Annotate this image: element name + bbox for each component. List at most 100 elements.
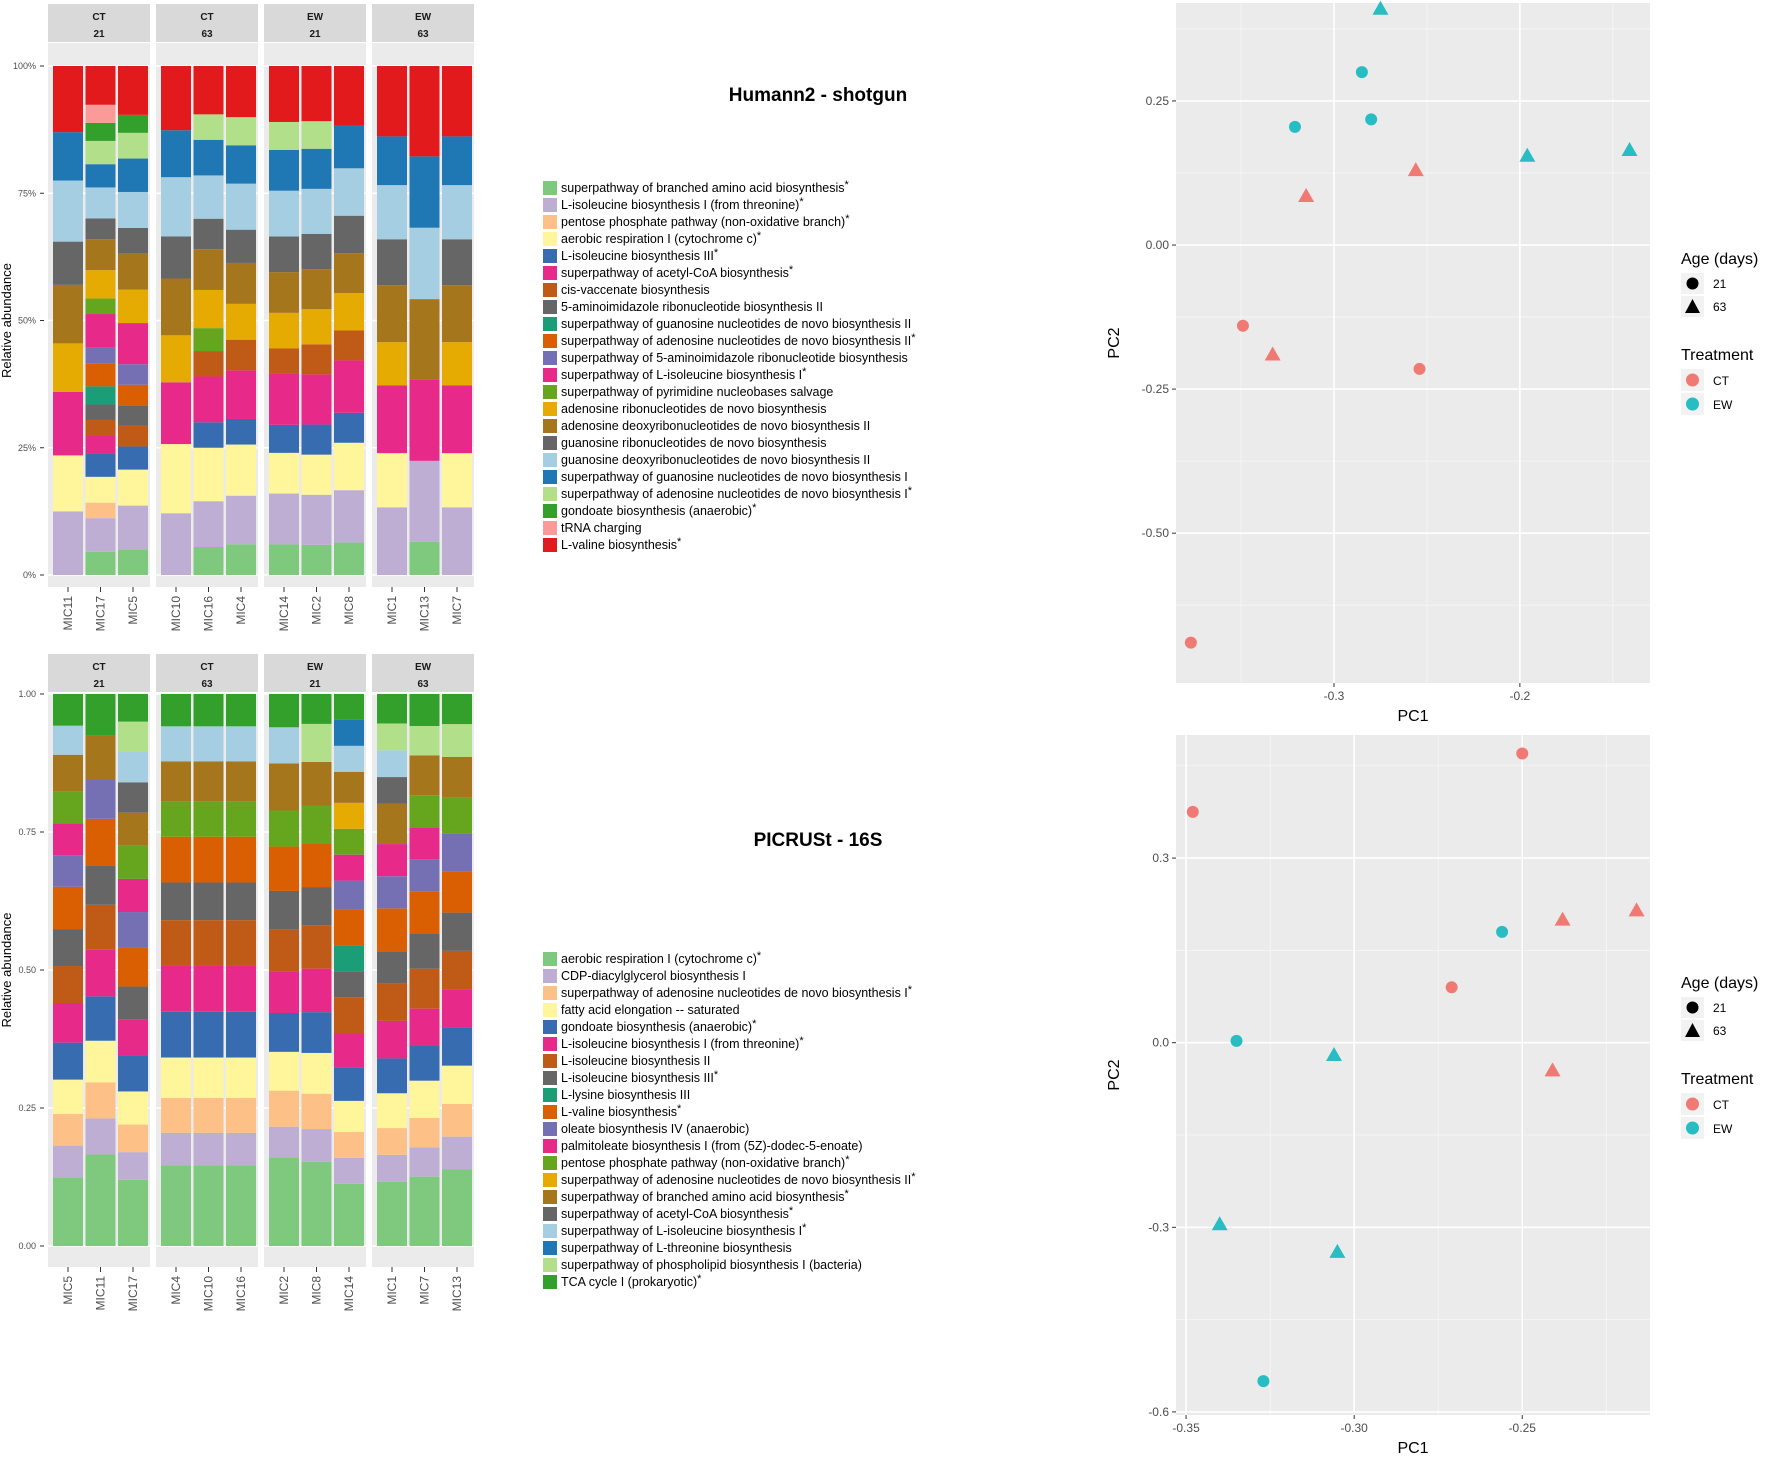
x-tick-label: MIC4 [234,596,248,625]
legend-key [543,419,557,433]
bar-segment [409,541,440,575]
x-tick-label: MIC5 [61,1276,75,1305]
legend-key [543,1275,557,1289]
bar-segment [53,823,83,856]
bar-segment [85,404,116,420]
facet-strip-label: EW [307,12,324,23]
bar-segment [193,139,224,176]
legend-key [543,1224,557,1238]
bar-segment [118,158,148,192]
bar-segment [193,836,224,883]
bar-segment [409,66,440,157]
bar-segment [442,694,472,725]
bar-segment [118,469,148,506]
bar-segment [118,947,148,987]
bar-segment [53,511,83,575]
bar-segment [53,132,83,181]
bar-segment [334,694,364,720]
facet-strip-label: 21 [309,679,321,690]
bar-segment [334,802,364,829]
point-triangle [1298,188,1315,203]
bar-segment [118,505,148,550]
bar-segment [161,836,191,883]
legend-key [543,232,557,246]
bar-segment [269,846,299,891]
point-circle [1365,113,1378,126]
bar-segment [118,1152,148,1180]
bar-segment [334,945,364,972]
bar-segment [377,1154,407,1182]
legend-label: superpathway of acetyl-CoA biosynthesis* [561,1205,794,1221]
bar-segment [442,1065,472,1104]
bar-segment [118,425,148,447]
legend-triangle-symbol [1685,1023,1700,1037]
bar-segment [85,347,116,364]
bar-segment [442,507,472,575]
bar-segment [193,1011,224,1058]
bottom-pca-scatter: -0.35 -0.30 -0.25 -0.6 -0.3 0.0 0.3 PC1 PC2 Age (… [1106,735,1758,1457]
bar-segment [85,419,116,436]
bar-segment [409,227,440,300]
legend-label: L-isoleucine biosynthesis II [561,1054,710,1068]
legend-label: CT [1713,374,1730,388]
legend-key [543,1003,557,1017]
y-tick-label: 100% [13,61,36,71]
bar-segment [442,756,472,798]
bar-segment [377,136,407,186]
legend-label: L-isoleucine biosynthesis III* [561,247,719,263]
bar-segment [334,330,364,361]
legend-key [543,487,557,501]
x-tick-label: -0.2 [1510,689,1531,703]
x-tick-label: -0.3 [1324,689,1345,703]
bar-segment [301,925,332,969]
legend-label: 5-aminoimidazole ribonucleotide biosynth… [561,300,823,314]
bar-segment [193,249,224,290]
bar-segment [118,446,148,470]
bar-segment [269,66,299,122]
bar-segment [118,878,148,913]
bar-segment [377,185,407,240]
bar-segment [226,444,256,496]
bar-segment [226,965,256,1012]
bar-segment [334,971,364,998]
bar-segment [269,1012,299,1052]
bar-segment [409,299,440,380]
legend-key [543,249,557,263]
bar-segment [193,801,224,837]
bar-segment [409,1008,440,1046]
legend-key [543,986,557,1000]
bar-segment [301,454,332,495]
bar-segment [409,934,440,969]
legend-circle-symbol [1686,277,1699,290]
bar-segment [334,293,364,331]
legend-label: pentose phosphate pathway (non-oxidative… [561,213,850,229]
facet-strip-label: EW [307,662,324,673]
x-tick-label: MIC13 [450,1276,464,1312]
bar-segment [53,1003,83,1043]
y-tick-label: 25% [18,443,36,453]
bar-segment [53,241,83,285]
bar-segment [193,1132,224,1166]
point-triangle [1621,141,1638,156]
legend-key [543,334,557,348]
bar-segment [377,1093,407,1129]
bar-segment [193,761,224,802]
bar-segment [161,694,191,727]
bar-segment [161,1132,191,1166]
bar-segment [193,447,224,502]
bar-segment [269,312,299,349]
legend-label: superpathway of L-isoleucine biosynthesi… [561,366,807,382]
top-bar-chart: 0% 25% 50% 75% 100% Relative abundance CT 21 MIC… [0,4,474,631]
bar-segment [53,886,83,930]
bar-segment [334,1067,364,1101]
bar-segment [301,66,332,122]
bar-segment [269,424,299,453]
facet-strip [264,4,366,42]
legend-circle-symbol [1686,1001,1699,1014]
bar-segment [53,791,83,824]
bar-segment [269,763,299,811]
bar-segment [193,882,224,921]
y-tick-label: 0.50 [18,965,36,975]
bar-segment [53,343,83,392]
bar-segment [85,314,116,348]
